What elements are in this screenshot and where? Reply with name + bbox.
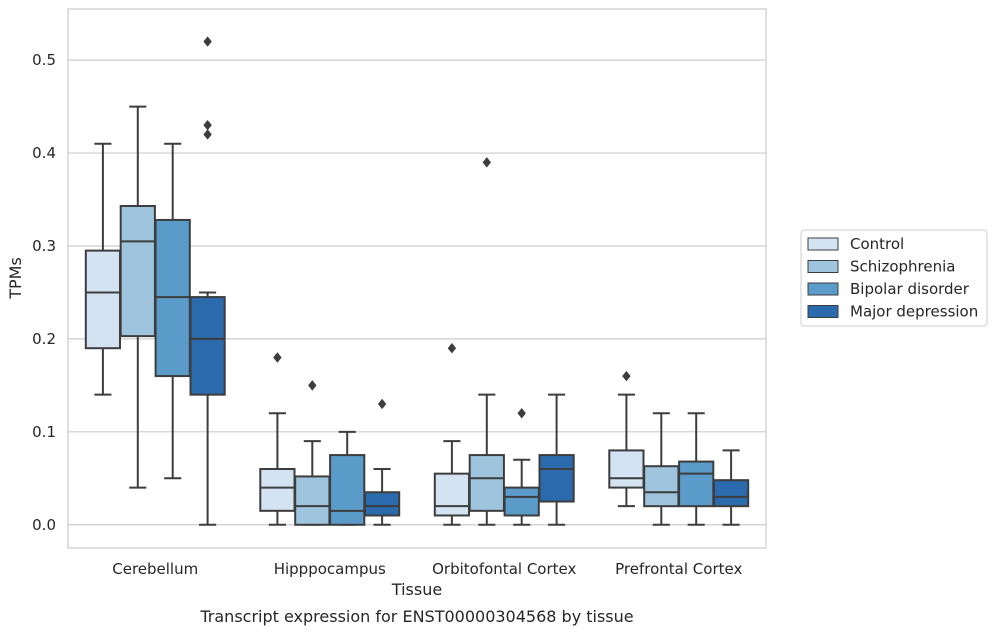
box-schizophrenia xyxy=(643,412,680,526)
legend-label: Major depression xyxy=(850,303,978,321)
y-axis-title: TPMs xyxy=(6,257,25,300)
legend-label: Bipolar disorder xyxy=(850,280,970,298)
box-major-depression xyxy=(363,398,401,526)
iqr-box xyxy=(119,205,156,338)
box-bipolar-disorder xyxy=(503,408,540,526)
box-control xyxy=(84,142,122,396)
box-bipolar-disorder xyxy=(678,412,715,526)
outlier-point xyxy=(622,370,631,382)
iqr-box xyxy=(643,465,680,508)
box-major-depression xyxy=(189,36,226,526)
outlier-point xyxy=(447,342,457,354)
y-tick-label: 0.1 xyxy=(32,423,56,441)
iqr-box xyxy=(608,449,645,489)
iqr-box xyxy=(468,454,505,512)
iqr-box xyxy=(259,468,296,512)
y-tick-label: 0.5 xyxy=(32,51,56,69)
y-tick-label: 0.2 xyxy=(32,330,56,348)
box-bipolar-disorder xyxy=(329,430,366,526)
box-bipolar-disorder xyxy=(154,142,191,480)
x-tick-label: Prefrontal Cortex xyxy=(615,560,742,578)
legend-swatch xyxy=(807,237,839,251)
legend-swatch xyxy=(807,282,839,296)
iqr-box xyxy=(294,475,331,526)
box-control xyxy=(259,352,296,526)
legend-label: Schizophrenia xyxy=(850,258,955,276)
plot-area-frame xyxy=(67,8,767,549)
iqr-box xyxy=(433,472,471,517)
outlier-point xyxy=(377,398,387,410)
box-control xyxy=(433,342,471,526)
box-schizophrenia xyxy=(294,380,331,526)
iqr-box xyxy=(84,249,122,350)
box-major-depression xyxy=(712,449,750,526)
outlier-point xyxy=(203,129,212,140)
y-axis-ticks: 0.0 0.1 0.2 0.3 0.4 0.5 xyxy=(32,51,56,534)
outlier-point xyxy=(203,36,212,47)
iqr-box xyxy=(363,491,401,517)
figure-caption: Transcript expression for ENST0000030456… xyxy=(199,607,633,626)
y-tick-label: 0.0 xyxy=(32,516,56,534)
outlier-point xyxy=(482,157,491,168)
x-tick-label: Hipppocampus xyxy=(274,560,386,578)
x-tick-label: Cerebellum xyxy=(112,560,198,578)
y-tick-label: 0.4 xyxy=(32,144,56,162)
box-major-depression xyxy=(538,393,575,526)
y-tick-label: 0.3 xyxy=(32,237,56,255)
iqr-box xyxy=(189,296,226,396)
legend-label: Control xyxy=(850,235,904,253)
legend-swatch xyxy=(807,260,839,273)
outlier-point xyxy=(308,380,317,391)
box-schizophrenia xyxy=(119,105,156,489)
x-tick-label: Orbitofontal Cortex xyxy=(432,560,576,578)
boxes xyxy=(84,36,750,526)
box-schizophrenia xyxy=(468,157,505,526)
iqr-box xyxy=(329,454,366,526)
legend: Control Schizophrenia Bipolar disorder Majo… xyxy=(800,229,988,327)
legend-frame xyxy=(800,229,988,327)
iqr-box xyxy=(712,479,750,508)
legend-swatch xyxy=(807,305,839,318)
iqr-box xyxy=(678,460,715,508)
box-control xyxy=(608,370,645,508)
outlier-point xyxy=(203,119,212,131)
x-axis-title: Tissue xyxy=(391,580,442,599)
outlier-point xyxy=(517,408,526,419)
iqr-box xyxy=(503,486,540,517)
iqr-box xyxy=(538,454,575,503)
x-axis-ticks: Cerebellum Hipppocampus Orbitofontal Corte… xyxy=(112,560,742,578)
outlier-point xyxy=(273,352,282,363)
